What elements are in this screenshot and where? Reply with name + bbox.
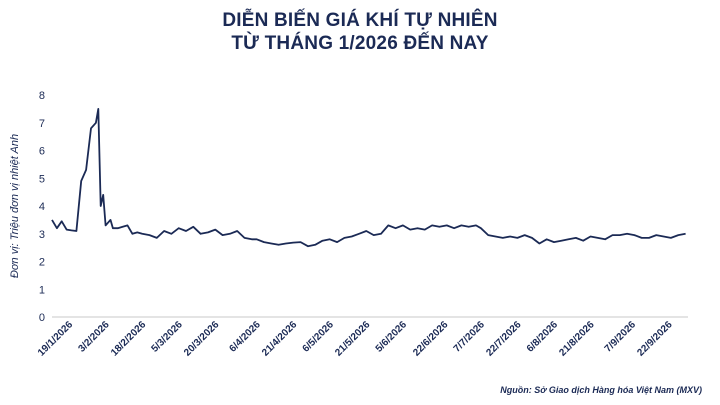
y-tick-label: 8 xyxy=(39,90,45,102)
x-tick-label: 22/7/2026 xyxy=(484,319,524,359)
x-tick-label: 7/7/2026 xyxy=(452,319,488,355)
y-axis-ticks: 0 1 2 3 4 5 6 7 8 xyxy=(39,90,45,324)
chart-title-line2: TỪ THÁNG 1/2026 ĐẾN NAY xyxy=(231,33,489,54)
x-tick-label: 20/3/2026 xyxy=(182,319,222,359)
y-tick-label: 6 xyxy=(39,146,45,158)
y-tick-label: 2 xyxy=(39,257,45,269)
y-axis-label: Đơn vị: Triệu đơn vị nhiệt Anh xyxy=(9,134,21,278)
y-tick-label: 0 xyxy=(39,312,45,324)
x-tick-label: 3/2/2026 xyxy=(76,319,112,355)
x-tick-label: 22/9/2026 xyxy=(635,319,675,359)
x-tick-label: 21/5/2026 xyxy=(333,319,373,359)
y-tick-label: 4 xyxy=(39,201,45,213)
x-tick-label: 5/6/2026 xyxy=(374,319,410,355)
x-tick-label: 6/4/2026 xyxy=(227,319,263,355)
source-note: Nguồn: Sở Giao dịch Hàng hóa Việt Nam (M… xyxy=(500,385,702,395)
x-tick-label: 5/3/2026 xyxy=(150,319,186,355)
y-tick-label: 7 xyxy=(39,118,45,130)
x-tick-label: 6/5/2026 xyxy=(301,319,337,355)
x-tick-label: 7/9/2026 xyxy=(603,319,639,355)
x-tick-label: 19/1/2026 xyxy=(36,319,76,359)
y-tick-label: 3 xyxy=(39,229,45,241)
x-tick-label: 21/4/2026 xyxy=(260,319,300,359)
x-tick-label: 21/8/2026 xyxy=(557,319,597,359)
y-tick-label: 5 xyxy=(39,173,45,185)
series-line xyxy=(51,108,686,248)
chart-title-line1: DIỄN BIẾN GIÁ KHÍ TỰ NHIÊN xyxy=(222,10,498,31)
x-tick-label: 6/8/2026 xyxy=(525,319,561,355)
x-tick-label: 18/2/2026 xyxy=(109,319,149,359)
y-tick-label: 1 xyxy=(39,284,45,296)
x-tick-label: 22/6/2026 xyxy=(411,319,451,359)
